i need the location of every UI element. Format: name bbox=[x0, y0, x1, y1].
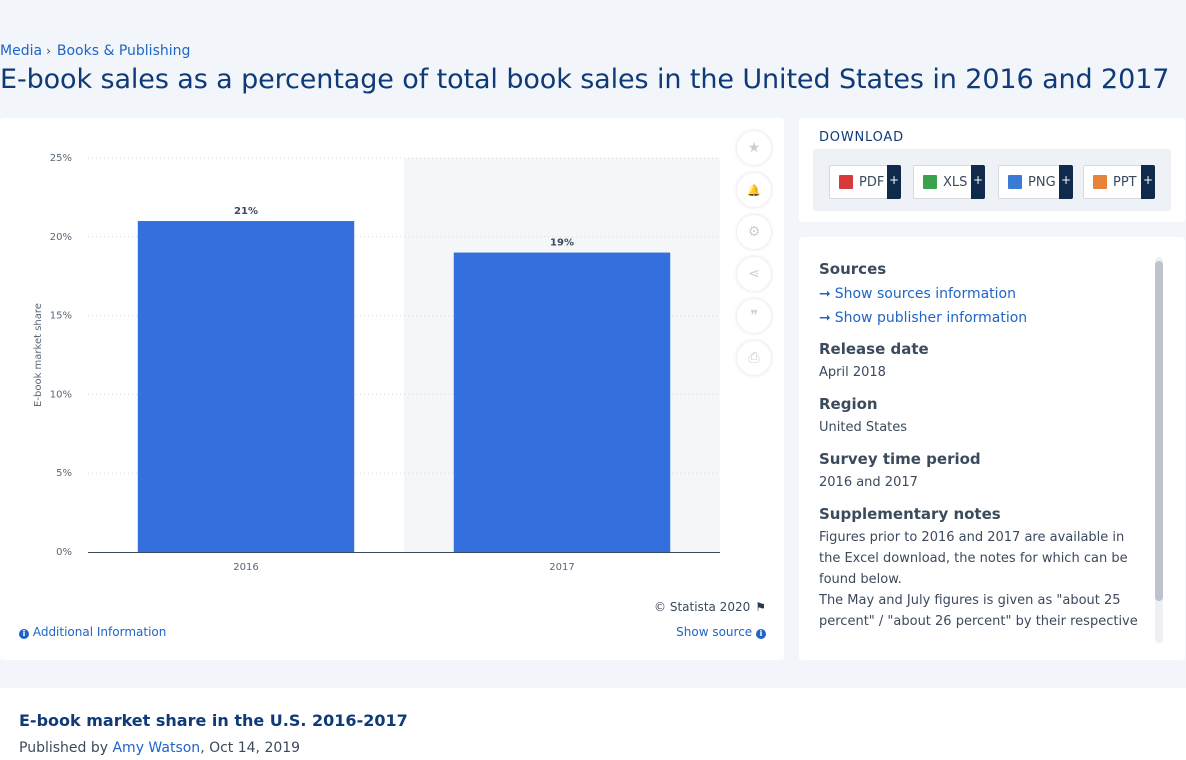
favorite-button[interactable]: ★ bbox=[737, 131, 771, 165]
show-source-label: Show source bbox=[676, 625, 753, 639]
download-options: PDF + XLS + PNG + PPT + bbox=[813, 149, 1171, 211]
flag-icon[interactable]: ⚑ bbox=[755, 600, 766, 614]
show-sources-link[interactable]: ➞ Show sources information bbox=[819, 282, 1139, 306]
metadata-scrollbar[interactable] bbox=[1155, 257, 1163, 643]
sources-label: Sources bbox=[819, 260, 887, 278]
supplementary-notes-label: Supplementary notes bbox=[819, 505, 1001, 523]
chart-tools: ★ 🔔 ⚙ ⋖ ❞ ⎙ bbox=[737, 131, 771, 383]
chart-card: 0% 5% 10% 15% 20% 25% 21% 2016 19% 2017 E-book mar… bbox=[0, 118, 784, 660]
published-by: Published by Amy Watson, Oct 14, 2019 bbox=[19, 740, 300, 756]
info-icon: i bbox=[19, 629, 29, 639]
plus-icon[interactable]: + bbox=[1141, 165, 1155, 199]
gear-icon: ⚙ bbox=[747, 224, 761, 240]
copyright: © Statista 2020 ⚑ bbox=[654, 600, 766, 614]
x-tick-label: 2016 bbox=[233, 562, 258, 573]
arrow-right-icon: ➞ bbox=[819, 310, 831, 326]
breadcrumb-separator: › bbox=[46, 44, 51, 58]
star-icon: ★ bbox=[747, 140, 761, 156]
metadata-card: Sources ➞ Show sources information ➞ Show … bbox=[799, 237, 1185, 660]
plus-icon[interactable]: + bbox=[1059, 165, 1073, 199]
download-ppt-button[interactable]: PPT + bbox=[1083, 165, 1155, 199]
release-date-label: Release date bbox=[819, 340, 929, 358]
plus-icon[interactable]: + bbox=[971, 165, 985, 199]
metadata-content: Sources ➞ Show sources information ➞ Show … bbox=[819, 260, 1139, 640]
y-tick-label: 20% bbox=[50, 232, 72, 243]
download-title: DOWNLOAD bbox=[819, 130, 904, 145]
y-tick-label: 15% bbox=[50, 311, 72, 322]
cite-button[interactable]: ❞ bbox=[737, 299, 771, 333]
download-xls-button[interactable]: XLS + bbox=[913, 165, 985, 199]
download-pdf-label: PDF bbox=[859, 174, 885, 190]
data-label: 21% bbox=[234, 206, 258, 217]
release-date-value: April 2018 bbox=[819, 365, 886, 380]
download-png-button[interactable]: PNG + bbox=[998, 165, 1073, 199]
bar-chart: 0% 5% 10% 15% 20% 25% 21% 2016 19% 2017 E-book mar… bbox=[33, 153, 720, 573]
y-tick-label: 5% bbox=[56, 468, 72, 479]
top-bar bbox=[0, 0, 1186, 38]
settings-button[interactable]: ⚙ bbox=[737, 215, 771, 249]
supplementary-notes-text-1: Figures prior to 2016 and 2017 are avail… bbox=[819, 530, 1128, 587]
supplementary-notes-text-2: The May and July figures is given as "ab… bbox=[819, 593, 1138, 629]
print-button[interactable]: ⎙ bbox=[737, 341, 771, 375]
quote-icon: ❞ bbox=[750, 308, 758, 324]
share-button[interactable]: ⋖ bbox=[737, 257, 771, 291]
survey-period-label: Survey time period bbox=[819, 450, 981, 468]
author-link[interactable]: Amy Watson bbox=[112, 740, 201, 756]
copyright-text: © Statista 2020 bbox=[654, 600, 751, 614]
region-label: Region bbox=[819, 395, 878, 413]
download-png-label: PNG bbox=[1028, 174, 1056, 190]
y-tick-label: 10% bbox=[50, 389, 72, 400]
download-card: DOWNLOAD PDF + XLS + PNG + PPT + bbox=[799, 118, 1185, 222]
statistic-title: E-book market share in the U.S. 2016-201… bbox=[19, 711, 408, 730]
print-icon: ⎙ bbox=[748, 350, 760, 366]
y-axis-label: E-book market share bbox=[33, 303, 44, 407]
info-icon: i bbox=[756, 629, 766, 639]
download-pdf-button[interactable]: PDF + bbox=[829, 165, 901, 199]
share-icon: ⋖ bbox=[748, 266, 760, 282]
arrow-right-icon: ➞ bbox=[819, 286, 831, 302]
y-tick-label: 0% bbox=[56, 547, 72, 558]
published-by-label: Published by bbox=[19, 740, 109, 756]
publish-date: , Oct 14, 2019 bbox=[200, 740, 301, 756]
additional-information-link[interactable]: i Additional Information bbox=[19, 625, 166, 639]
png-file-icon bbox=[1008, 175, 1022, 189]
breadcrumb-item-media[interactable]: Media bbox=[0, 43, 43, 59]
breadcrumb-item-books-publishing[interactable]: Books & Publishing bbox=[56, 43, 191, 59]
data-label: 19% bbox=[550, 238, 574, 249]
download-xls-label: XLS bbox=[943, 174, 968, 190]
bell-icon: 🔔 bbox=[747, 183, 761, 197]
additional-information-label: Additional Information bbox=[32, 625, 167, 639]
show-publisher-link[interactable]: ➞ Show publisher information bbox=[819, 306, 1139, 330]
show-sources-label: Show sources information bbox=[834, 286, 1016, 302]
page-title: E-book sales as a percentage of total bo… bbox=[0, 64, 1170, 95]
breadcrumb: Media › Books & Publishing bbox=[0, 43, 190, 59]
show-publisher-label: Show publisher information bbox=[834, 310, 1028, 326]
bar-2016 bbox=[137, 221, 355, 552]
statistic-info-card: E-book market share in the U.S. 2016-201… bbox=[0, 688, 1186, 760]
ppt-file-icon bbox=[1093, 175, 1107, 189]
plus-icon[interactable]: + bbox=[887, 165, 901, 199]
x-tick-label: 2017 bbox=[549, 562, 574, 573]
bar-2017 bbox=[453, 252, 671, 552]
region-value: United States bbox=[819, 420, 908, 435]
download-ppt-label: PPT bbox=[1113, 174, 1137, 190]
y-tick-label: 25% bbox=[50, 153, 72, 164]
xls-file-icon bbox=[923, 175, 937, 189]
notification-button[interactable]: 🔔 bbox=[737, 173, 771, 207]
pdf-file-icon bbox=[839, 175, 853, 189]
survey-period-value: 2016 and 2017 bbox=[819, 475, 918, 490]
show-source-link[interactable]: Show source i bbox=[676, 625, 766, 639]
scrollbar-thumb[interactable] bbox=[1155, 261, 1163, 601]
